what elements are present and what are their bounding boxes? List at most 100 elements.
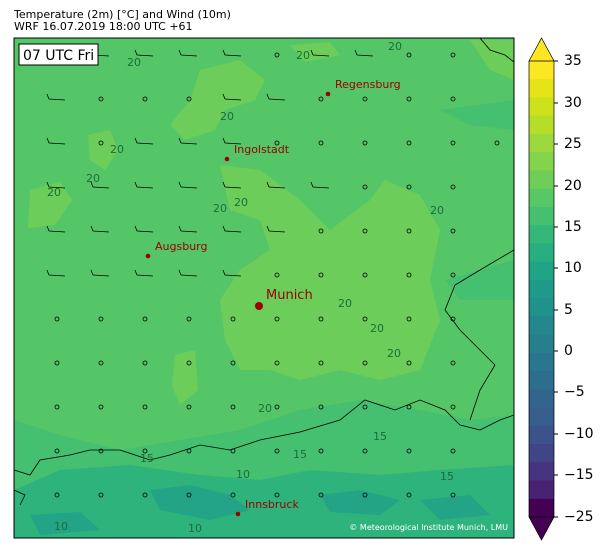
wind-barb: [178, 181, 198, 189]
calm-wind-marker: [142, 404, 148, 410]
contour-label: 20: [387, 347, 401, 360]
city-label: Innsbruck: [245, 498, 299, 511]
calm-wind-marker: [186, 448, 192, 454]
city-dot: [235, 511, 241, 517]
contour-label: 10: [54, 520, 68, 533]
colorbar-tick-label: 5: [564, 302, 573, 318]
contour-label: 20: [338, 297, 352, 310]
wind-barb: [310, 181, 330, 189]
contour-label: 15: [440, 470, 454, 483]
wind-barb: [354, 49, 374, 57]
city-label: Ingolstadt: [234, 143, 290, 156]
calm-wind-marker: [450, 360, 456, 366]
contour-label: 20: [430, 204, 444, 217]
calm-wind-marker: [318, 404, 324, 410]
calm-wind-marker: [274, 316, 280, 322]
cities: Regensburg Ingolstadt Augsburg Munich Innsbr…: [145, 78, 401, 517]
calm-wind-marker: [362, 404, 368, 410]
colorbar-band: [529, 170, 554, 190]
calm-wind-marker: [98, 360, 104, 366]
wind-barb: [266, 225, 286, 233]
map-frame: [13, 37, 515, 539]
city-dot: [224, 156, 230, 162]
colorbar-band: [529, 133, 554, 153]
colorbar-band: [529, 444, 554, 463]
contour-label: 15: [293, 448, 307, 461]
calm-wind-marker: [274, 492, 280, 498]
colorbar-band: [529, 243, 554, 263]
colorbar-band: [529, 61, 554, 80]
calm-wind-marker: [494, 140, 500, 146]
wind-barb: [266, 181, 286, 189]
wind-barb: [90, 269, 110, 277]
contour-label: 20: [110, 143, 124, 156]
calm-wind-marker: [230, 404, 236, 410]
wind-barb: [178, 137, 198, 145]
calm-wind-marker: [142, 492, 148, 498]
calm-wind-marker: [406, 96, 412, 102]
calm-wind-marker: [450, 96, 456, 102]
calm-wind-marker: [318, 492, 324, 498]
colorbar-tick-label: 30: [564, 95, 582, 111]
colorbar-band: [529, 407, 554, 427]
wind-barb: [46, 137, 66, 145]
city-dot: [325, 91, 331, 97]
calm-wind-marker: [362, 492, 368, 498]
city-dot: [145, 253, 151, 259]
city-dot: [255, 302, 263, 310]
wind-barb: [266, 93, 286, 101]
calm-wind-marker: [54, 492, 60, 498]
colorbar-tick-label: −5: [564, 384, 585, 400]
wind-barb: [46, 181, 66, 189]
calm-wind-marker: [450, 52, 456, 58]
calm-wind-marker: [318, 316, 324, 322]
calm-wind-marker: [450, 140, 456, 146]
calm-wind-marker: [318, 228, 324, 234]
colorbar-extend-bottom: [528, 516, 555, 541]
contour-label: 15: [373, 430, 387, 443]
calm-wind-marker: [186, 360, 192, 366]
colorbar-tick-label: 0: [564, 343, 573, 359]
wind-barb: [134, 49, 154, 57]
colorbar-tick-label: 20: [564, 178, 582, 194]
calm-wind-marker: [98, 316, 104, 322]
colorbar-band: [529, 334, 554, 354]
wind-barb: [222, 181, 242, 189]
calm-wind-marker: [406, 448, 412, 454]
contour-label: 20: [127, 56, 141, 69]
colorbar-band: [529, 225, 554, 244]
colorbar-outline: [528, 61, 555, 517]
temperature-field: [14, 38, 514, 538]
calm-wind-marker: [54, 316, 60, 322]
calm-wind-marker: [406, 228, 412, 234]
calm-wind-marker: [98, 448, 104, 454]
colder-areas: [30, 485, 490, 535]
colorbar-band: [529, 79, 554, 98]
contour-label: 20: [47, 186, 61, 199]
contour-label: 20: [234, 196, 248, 209]
contour-label: 20: [258, 402, 272, 415]
calm-wind-marker: [54, 360, 60, 366]
wind-barb: [178, 49, 198, 57]
calm-wind-marker: [274, 140, 280, 146]
calm-wind-marker: [142, 96, 148, 102]
wind-barb: [134, 181, 154, 189]
city-label: Munich: [266, 288, 313, 303]
colorbar-band: [529, 371, 554, 390]
calm-wind-marker: [142, 448, 148, 454]
calm-wind-marker: [450, 404, 456, 410]
colorbar-band: [529, 480, 554, 500]
calm-wind-marker: [142, 360, 148, 366]
calm-wind-marker: [54, 448, 60, 454]
wind-barb: [178, 269, 198, 277]
calm-wind-marker: [318, 140, 324, 146]
calm-wind-marker: [274, 404, 280, 410]
wind-barb: [90, 181, 110, 189]
calm-wind-marker: [450, 492, 456, 498]
colorbar-band: [529, 425, 554, 445]
calm-wind-marker: [450, 228, 456, 234]
calm-wind-marker: [186, 404, 192, 410]
chart-title: Temperature (2m) [°C] and Wind (10m): [14, 8, 231, 21]
wind-barb: [222, 225, 242, 233]
time-label: 07 UTC Fri: [23, 48, 94, 64]
